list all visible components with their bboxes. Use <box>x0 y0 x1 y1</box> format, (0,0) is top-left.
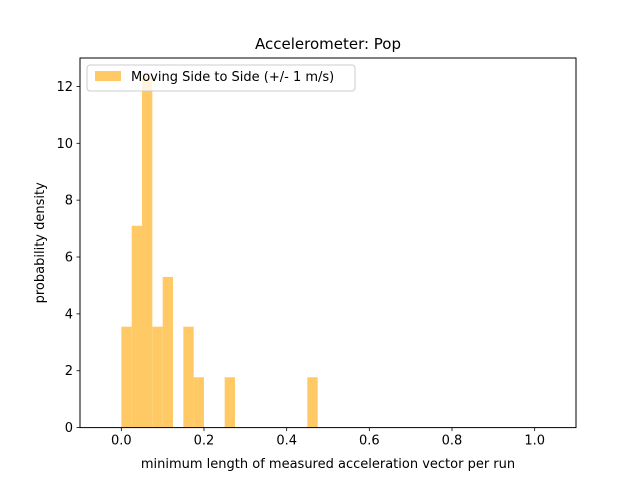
x-tick-label: 0.6 <box>359 434 380 449</box>
y-axis: 0 2 4 6 8 10 12 <box>56 80 80 436</box>
histogram-bar-6 <box>193 377 204 428</box>
histogram-bar-1 <box>131 225 142 428</box>
legend-label: Moving Side to Side (+/- 1 m/s) <box>131 70 334 85</box>
y-axis-label: probability density <box>33 182 48 303</box>
legend-box <box>86 64 356 92</box>
x-tick-label: 0.8 <box>442 434 463 449</box>
histogram-bar-4 <box>162 276 173 428</box>
legend-swatch <box>95 71 121 81</box>
y-tick-label: 4 <box>65 307 73 322</box>
x-tick-label: 0.4 <box>276 434 297 449</box>
histogram-bar-3 <box>152 326 163 428</box>
y-tick-label: 8 <box>65 194 73 209</box>
y-tick-label: 10 <box>56 137 73 152</box>
histogram-bar-5 <box>183 326 194 428</box>
y-tick-label: 0 <box>65 421 73 436</box>
plot-frame <box>79 57 577 429</box>
y-tick-label: 6 <box>65 251 73 266</box>
x-tick-label: 1.0 <box>524 434 545 449</box>
histogram-bar-7 <box>224 377 235 428</box>
x-tick-label: 0.0 <box>111 434 132 449</box>
bars-layer <box>121 75 318 428</box>
chart-title: Accelerometer: Pop <box>255 35 401 53</box>
histogram-bar-8 <box>307 377 318 428</box>
legend: Moving Side to Side (+/- 1 m/s) <box>86 64 356 92</box>
y-tick-label: 12 <box>56 80 73 95</box>
histogram-bar-2 <box>142 75 153 428</box>
x-tick-label: 0.2 <box>194 434 215 449</box>
y-tick-label: 2 <box>65 364 73 379</box>
x-axis-label: minimum length of measured acceleration … <box>141 457 515 472</box>
histogram-bar-0 <box>121 326 132 428</box>
x-axis: 0.0 0.2 0.4 0.6 0.8 1.0 <box>111 427 545 449</box>
